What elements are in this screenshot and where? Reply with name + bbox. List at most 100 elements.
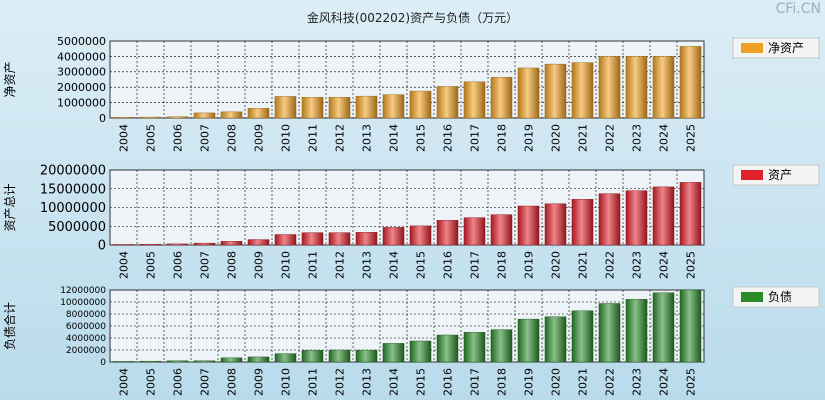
x-tick-label: 2019	[523, 251, 536, 279]
x-tick-label: 2014	[388, 124, 401, 152]
legend-label: 负债	[768, 290, 792, 304]
y-axis-label: 净资产	[3, 61, 17, 97]
x-tick-label: 2012	[334, 251, 347, 279]
bar	[220, 241, 243, 246]
bar	[463, 81, 486, 119]
bar	[193, 112, 216, 119]
x-tick-label: 2008	[226, 251, 239, 279]
x-tick-label: 2022	[604, 124, 617, 152]
y-tick-label: 8000000	[66, 310, 106, 320]
y-tick-label: 0	[99, 112, 106, 125]
bar	[625, 299, 648, 363]
chart-panel: 0 1000000 2000000 3000000 4000000 5000000 2004…	[3, 35, 820, 152]
x-tick-label: 2015	[415, 251, 428, 279]
bar	[355, 95, 378, 119]
x-tick-label: 2020	[550, 368, 563, 396]
bar	[409, 340, 432, 363]
x-tick-label: 2004	[118, 368, 131, 396]
x-tick-label: 2021	[577, 251, 590, 279]
x-tick-label: 2014	[388, 368, 401, 396]
legend: 负债	[732, 286, 820, 308]
x-tick-label: 2010	[280, 251, 293, 279]
x-tick-label: 2006	[172, 251, 185, 279]
x-tick-label: 2013	[361, 368, 374, 396]
bar	[112, 117, 135, 119]
x-tick-label: 2006	[172, 368, 185, 396]
bar	[301, 232, 324, 246]
bar	[193, 360, 216, 363]
x-tick-label: 2006	[172, 124, 185, 152]
bar	[247, 239, 270, 246]
bar	[517, 67, 540, 119]
bar	[301, 97, 324, 119]
x-tick-label: 2024	[658, 124, 671, 152]
x-tick-label: 2013	[361, 251, 374, 279]
bar	[247, 108, 270, 119]
bar	[139, 360, 162, 363]
x-tick-label: 2010	[280, 124, 293, 152]
bar	[490, 214, 513, 246]
x-tick-label: 2011	[307, 368, 320, 396]
bar	[355, 349, 378, 363]
bar	[139, 244, 162, 246]
x-tick-label: 2025	[685, 251, 698, 279]
x-tick-label: 2017	[469, 124, 482, 152]
x-tick-label: 2025	[685, 124, 698, 152]
x-tick-label: 2009	[253, 124, 266, 152]
y-tick-label: 4000000	[57, 50, 106, 63]
bar	[571, 310, 594, 363]
bar	[652, 186, 675, 246]
bar	[679, 182, 702, 246]
x-tick-label: 2009	[253, 251, 266, 279]
bar	[355, 232, 378, 246]
x-tick-label: 2011	[307, 124, 320, 152]
bar	[112, 244, 135, 246]
y-tick-label: 6000000	[66, 322, 106, 332]
x-tick-label: 2019	[523, 124, 536, 152]
bar	[328, 349, 351, 363]
bar	[463, 217, 486, 246]
x-tick-label: 2007	[199, 251, 212, 279]
bar	[220, 111, 243, 119]
x-tick-label: 2012	[334, 124, 347, 152]
x-tick-label: 2015	[415, 124, 428, 152]
y-tick-label: 5000000	[57, 35, 106, 48]
y-tick-label: 20000000	[40, 164, 106, 179]
x-tick-label: 2022	[604, 251, 617, 279]
bar	[490, 329, 513, 363]
y-tick-label: 1000000	[57, 96, 106, 109]
x-tick-label: 2007	[199, 124, 212, 152]
bar	[517, 318, 540, 363]
y-axis-label: 资产总计	[3, 183, 17, 231]
x-tick-label: 2022	[604, 368, 617, 396]
bar	[247, 356, 270, 363]
bar	[463, 332, 486, 363]
x-tick-label: 2009	[253, 368, 266, 396]
bar	[328, 97, 351, 119]
x-tick-label: 2013	[361, 124, 374, 152]
bar	[382, 343, 405, 363]
x-tick-label: 2020	[550, 124, 563, 152]
x-tick-label: 2004	[118, 124, 131, 152]
bar	[679, 46, 702, 119]
x-tick-label: 2015	[415, 368, 428, 396]
x-tick-label: 2008	[226, 124, 239, 152]
y-tick-label: 2000000	[57, 81, 106, 94]
x-tick-label: 2018	[496, 124, 509, 152]
bar	[139, 116, 162, 119]
bar	[409, 225, 432, 246]
bar	[382, 227, 405, 246]
x-tick-label: 2024	[658, 368, 671, 396]
bar	[517, 205, 540, 246]
bar	[274, 96, 297, 119]
bar	[382, 94, 405, 119]
y-tick-label: 0	[100, 358, 106, 368]
y-tick-label: 5000000	[48, 220, 106, 235]
bar	[436, 334, 459, 363]
y-tick-label: 2000000	[66, 346, 106, 356]
bar	[652, 56, 675, 119]
x-tick-label: 2025	[685, 368, 698, 396]
x-tick-label: 2023	[631, 124, 644, 152]
x-tick-label: 2017	[469, 368, 482, 396]
